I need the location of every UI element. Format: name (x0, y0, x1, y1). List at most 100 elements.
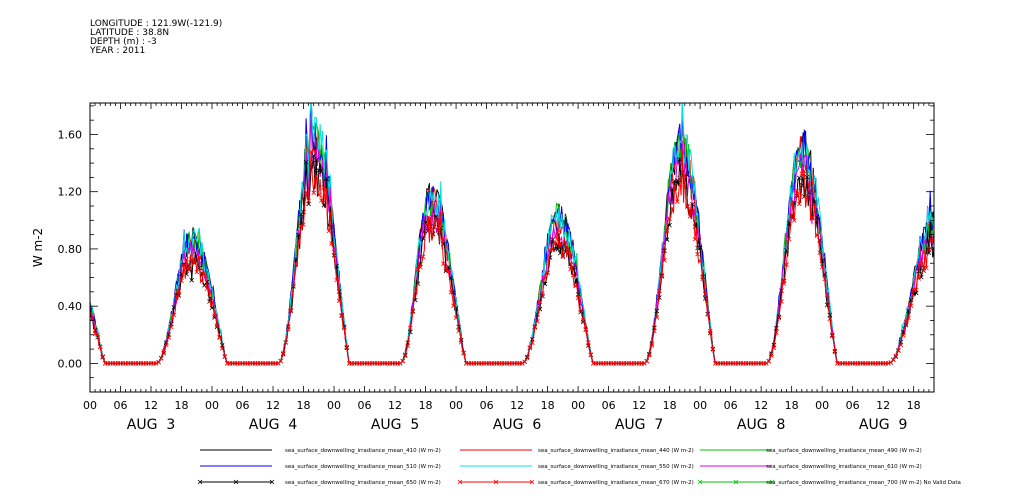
legend-entry-2: sea_surface_downwelling_irradiance_mean_… (460, 448, 694, 454)
series-marker-8 (326, 228, 332, 234)
legend-entry-5: sea_surface_downwelling_irradiance_mean_… (460, 464, 694, 470)
series-marker-8 (430, 227, 436, 233)
series-marker-8 (530, 340, 535, 346)
series-marker-8 (166, 335, 172, 340)
series-marker-8 (405, 343, 411, 349)
series-marker-8 (308, 149, 314, 155)
series-marker-8 (435, 221, 441, 227)
series-marker-8 (547, 247, 553, 253)
series-marker-8 (179, 278, 184, 284)
series-marker-7 (197, 265, 202, 271)
x-tick-label: 06 (602, 399, 616, 412)
series-marker-8 (321, 185, 327, 190)
series-marker-8 (649, 343, 655, 348)
legend-marker (197, 479, 203, 485)
series-marker-7 (319, 169, 324, 174)
series-marker-8 (908, 303, 914, 308)
series-marker-8 (217, 334, 222, 340)
series-marker-8 (441, 261, 446, 266)
legend-entry-4: sea_surface_downwelling_irradiance_mean_… (200, 464, 441, 470)
series-marker-8 (219, 346, 225, 351)
series-marker-8 (95, 332, 100, 338)
x-tick-label: 00 (83, 399, 97, 412)
series-marker-8 (690, 209, 695, 215)
series-marker-8 (906, 315, 911, 320)
series-marker-8 (924, 265, 929, 271)
series-marker-8 (418, 264, 423, 270)
series-marker-8 (451, 303, 456, 308)
series-marker-7 (181, 261, 187, 267)
series-marker-8 (931, 237, 934, 243)
series-marker-8 (802, 168, 807, 174)
series-marker-8 (804, 194, 810, 200)
plot-area (90, 103, 934, 366)
series-marker-8 (163, 342, 169, 348)
y-tick-label: 0.40 (58, 300, 83, 313)
series-marker-8 (341, 325, 347, 331)
series-marker-7 (415, 281, 421, 286)
series-marker-8 (558, 240, 563, 246)
series-marker-8 (293, 261, 299, 267)
series-marker-8 (301, 222, 306, 227)
series-marker-8 (652, 328, 657, 334)
series-marker-8 (695, 251, 700, 257)
series-marker-8 (789, 213, 794, 218)
series-marker-8 (779, 299, 784, 304)
series-marker-8 (819, 264, 825, 270)
series-marker-8 (578, 307, 583, 313)
series-marker-8 (191, 260, 197, 266)
series-marker-7 (321, 202, 327, 208)
series-marker-8 (186, 267, 192, 273)
series-marker-7 (425, 228, 431, 234)
series-marker-8 (456, 328, 461, 334)
series-marker-8 (552, 241, 558, 247)
y-tick-label: 0.00 (58, 357, 83, 370)
series-marker-8 (97, 344, 103, 350)
x-day-label: AUG 6 (493, 417, 542, 433)
series-marker-8 (176, 288, 182, 294)
legend-entry-9: sea_surface_downwelling_irradiance_mean_… (697, 479, 961, 486)
series-marker-8 (197, 255, 202, 260)
series-marker-8 (781, 281, 787, 286)
series-marker-8 (891, 357, 896, 363)
series-marker-8 (771, 345, 777, 350)
legend-marker (457, 479, 463, 485)
series-marker-8 (524, 355, 530, 361)
series-marker-8 (896, 348, 901, 353)
series-marker-7 (804, 174, 810, 180)
legend-marker (269, 479, 275, 485)
series-marker-8 (664, 228, 670, 233)
legend-label: sea_surface_downwelling_irradiance_mean_… (538, 480, 694, 486)
series-marker-8 (171, 312, 177, 318)
series-marker-8 (453, 315, 459, 320)
x-tick-label: 18 (785, 399, 799, 412)
series-marker-8 (550, 246, 555, 252)
series-marker-8 (296, 238, 301, 243)
x-tick-label: 18 (175, 399, 189, 412)
series-marker-8 (685, 203, 690, 209)
series-marker-8 (527, 345, 533, 351)
legend-marker (493, 479, 499, 485)
x-tick-label: 12 (876, 399, 890, 412)
series-marker-8 (448, 290, 454, 295)
x-tick-label: 18 (297, 399, 311, 412)
series-marker-8 (774, 330, 779, 335)
series-marker-8 (540, 291, 545, 297)
series-marker-8 (913, 287, 919, 293)
series-marker-8 (573, 283, 578, 288)
legend-marker (697, 479, 703, 485)
legend-entry-3: sea_surface_downwelling_irradiance_mean_… (700, 448, 922, 454)
x-tick-label: 12 (754, 399, 768, 412)
series-marker-8 (319, 198, 324, 203)
series-marker-7 (311, 153, 316, 159)
series-marker-8 (316, 192, 322, 198)
series-marker-8 (288, 307, 294, 313)
series-marker-8 (911, 286, 916, 292)
series-marker-8 (199, 278, 205, 284)
series-marker-8 (202, 271, 207, 276)
header-latitude: LATITUDE : 38.8N (90, 28, 170, 38)
series-marker-8 (458, 339, 464, 345)
y-tick-label: 1.60 (58, 128, 83, 141)
x-tick-label: 00 (693, 399, 707, 412)
legend-label: sea_surface_downwelling_irradiance_mean_… (538, 448, 694, 454)
